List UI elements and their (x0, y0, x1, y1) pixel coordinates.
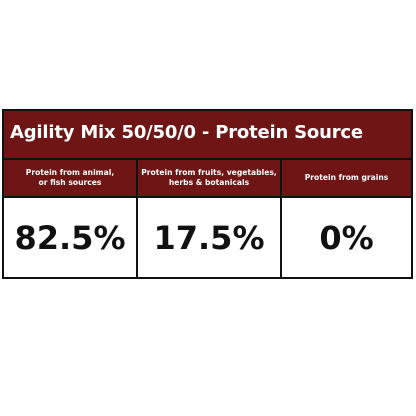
percentage-value: 17.5% (153, 218, 265, 257)
column-header-label: Protein from animal, or fish sources (25, 168, 115, 187)
percentage-value: 82.5% (14, 218, 126, 257)
column-plant-protein: Protein from fruits, vegetables, herbs &… (138, 160, 282, 277)
table-title: Agility Mix 50/50/0 - Protein Source (10, 122, 363, 143)
column-header: Protein from animal, or fish sources (4, 160, 136, 198)
column-header: Protein from fruits, vegetables, herbs &… (138, 160, 280, 198)
column-header-label: Protein from grains (304, 173, 389, 182)
column-grain-protein: Protein from grains 0% (282, 160, 411, 277)
title-bar: Agility Mix 50/50/0 - Protein Source (4, 111, 411, 160)
column-animal-protein: Protein from animal, or fish sources 82.… (4, 160, 138, 277)
protein-source-table: Agility Mix 50/50/0 - Protein Source Pro… (2, 109, 413, 279)
column-header-label: Protein from fruits, vegetables, herbs &… (141, 168, 277, 187)
percentage-value: 0% (319, 218, 374, 257)
column-header: Protein from grains (282, 160, 411, 198)
